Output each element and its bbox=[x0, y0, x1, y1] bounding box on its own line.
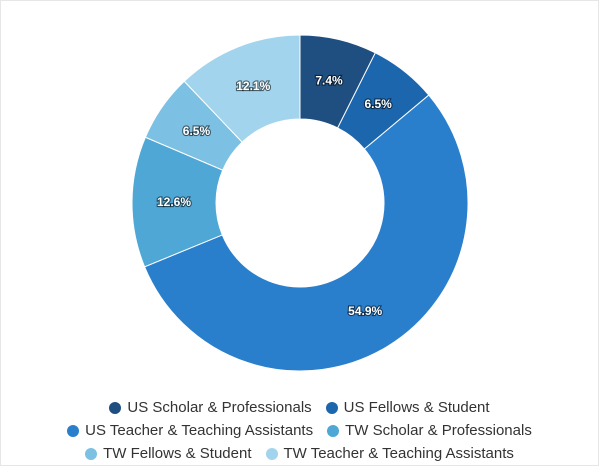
legend: US Scholar & Professionals US Fellows & … bbox=[0, 396, 599, 465]
legend-item-tw-fellows[interactable]: TW Fellows & Student bbox=[85, 445, 252, 462]
legend-label: US Teacher & Teaching Assistants bbox=[85, 422, 314, 439]
legend-marker bbox=[109, 401, 122, 414]
legend-marker bbox=[265, 447, 278, 460]
legend-item-us-scholar[interactable]: US Scholar & Professionals bbox=[109, 399, 312, 416]
legend-item-tw-teacher[interactable]: TW Teacher & Teaching Assistants bbox=[265, 445, 514, 462]
legend-label: TW Teacher & Teaching Assistants bbox=[283, 445, 514, 462]
legend-row: TW Fellows & Student TW Teacher & Teachi… bbox=[0, 442, 599, 465]
legend-marker bbox=[67, 424, 80, 437]
donut-chart: 7.4% 6.5% 54.9% 12.6% 6.5% 12.1% bbox=[131, 34, 469, 372]
slice-data-label: 6.5% bbox=[364, 97, 392, 111]
legend-marker bbox=[327, 424, 340, 437]
legend-label: TW Fellows & Student bbox=[103, 445, 252, 462]
legend-item-us-teacher[interactable]: US Teacher & Teaching Assistants bbox=[67, 422, 313, 439]
slice-data-label: 7.4% bbox=[315, 73, 343, 87]
legend-label: US Fellows & Student bbox=[343, 399, 490, 416]
slice-data-label: 12.1% bbox=[236, 79, 270, 93]
slice-data-label: 12.6% bbox=[157, 195, 191, 209]
legend-marker bbox=[85, 447, 98, 460]
legend-row: US Teacher & Teaching Assistants TW Scho… bbox=[0, 419, 599, 442]
legend-label: US Scholar & Professionals bbox=[127, 399, 312, 416]
slice-data-label: 54.9% bbox=[348, 304, 382, 318]
donut-slice[interactable] bbox=[183, 34, 301, 143]
legend-label: TW Scholar & Professionals bbox=[345, 422, 532, 439]
legend-row: US Scholar & Professionals US Fellows & … bbox=[0, 396, 599, 419]
donut-slice[interactable] bbox=[143, 94, 469, 372]
legend-marker bbox=[325, 401, 338, 414]
legend-item-us-fellows[interactable]: US Fellows & Student bbox=[325, 399, 490, 416]
legend-item-tw-scholar[interactable]: TW Scholar & Professionals bbox=[327, 422, 532, 439]
slice-data-label: 6.5% bbox=[183, 124, 211, 138]
